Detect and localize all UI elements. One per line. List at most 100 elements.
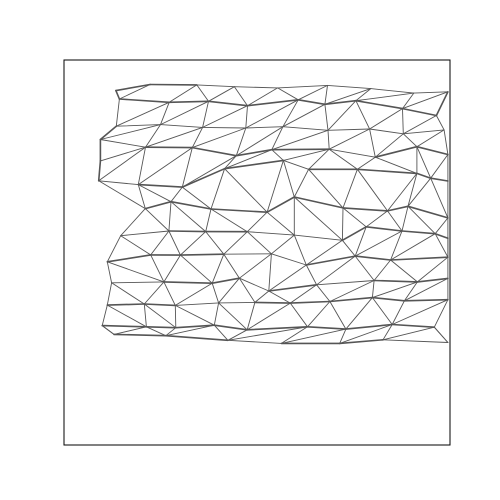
- mesh-edge: [160, 101, 170, 126]
- mesh-edge: [174, 304, 215, 326]
- mesh-edge: [282, 148, 330, 161]
- mesh-edge: [282, 159, 295, 198]
- mesh-edge: [137, 147, 193, 186]
- mesh-edge: [246, 231, 295, 236]
- mesh-edge: [403, 298, 449, 302]
- mesh-edge: [120, 230, 170, 237]
- mesh-edge: [211, 282, 220, 304]
- mesh-edge: [163, 281, 213, 285]
- mesh-edge: [391, 323, 436, 329]
- mesh-edge: [106, 254, 152, 263]
- mesh-edge: [227, 329, 248, 341]
- mesh-edge: [416, 146, 432, 179]
- mesh-edge: [280, 326, 308, 344]
- mesh-edge: [324, 88, 372, 105]
- mesh-edge: [293, 234, 343, 241]
- mesh-edge: [120, 208, 146, 237]
- mesh-edge: [137, 184, 172, 203]
- mesh-edge: [293, 168, 310, 198]
- mesh-edge: [355, 88, 372, 102]
- mesh-edge: [99, 124, 161, 140]
- mesh-edge: [329, 280, 375, 302]
- mesh-edge: [416, 172, 432, 179]
- mesh-edge: [416, 256, 449, 283]
- mesh-edge: [235, 126, 284, 157]
- mesh-edge: [345, 297, 373, 330]
- mesh-edge: [233, 86, 248, 107]
- mesh-edge: [282, 99, 299, 128]
- mesh-edge: [235, 148, 273, 157]
- mesh-edge: [434, 217, 449, 235]
- mesh-edge: [113, 326, 147, 335]
- mesh-edge: [174, 302, 220, 306]
- mesh-edge: [144, 200, 172, 210]
- mesh-edge: [246, 325, 309, 331]
- mesh-edge: [342, 207, 367, 228]
- mesh-edge: [382, 326, 435, 341]
- mesh-edge: [218, 277, 240, 304]
- mesh-edge: [98, 180, 146, 210]
- mesh-edge: [293, 196, 343, 241]
- mesh-edge: [355, 100, 371, 130]
- mesh-edge: [205, 208, 212, 233]
- mesh-edge: [402, 108, 404, 135]
- mesh-edge: [170, 186, 183, 203]
- mesh-edge: [99, 125, 118, 141]
- mesh-edge: [271, 149, 284, 161]
- mesh-edge: [297, 99, 326, 106]
- mesh-edge: [371, 280, 375, 299]
- mesh-edge: [391, 300, 405, 325]
- mesh-edge: [371, 297, 393, 325]
- mesh-edge: [407, 205, 436, 235]
- mesh-edge: [327, 84, 372, 90]
- mesh-edge: [308, 168, 344, 209]
- mesh-edge: [246, 302, 291, 331]
- mesh-edge: [293, 196, 344, 209]
- mesh-edge: [435, 115, 445, 131]
- mesh-edge: [339, 328, 347, 344]
- mesh-edge: [390, 259, 418, 283]
- mesh-edge: [145, 326, 167, 337]
- mesh-edge: [165, 327, 177, 337]
- mesh-edge: [390, 230, 403, 261]
- mesh-edge: [99, 146, 146, 162]
- mesh-edge: [356, 168, 388, 212]
- mesh-edge: [308, 148, 330, 170]
- mesh-edge: [170, 201, 207, 233]
- mesh-edge: [324, 84, 328, 105]
- mesh-edge: [297, 84, 328, 101]
- mesh-edge: [354, 230, 403, 257]
- mesh-edge: [168, 230, 181, 256]
- mesh-edges: [97, 83, 449, 345]
- mesh-edge: [402, 92, 415, 110]
- mesh-edge: [238, 277, 270, 292]
- mesh-edge: [402, 133, 418, 148]
- mesh-edge: [324, 99, 357, 106]
- mesh-edge: [382, 339, 449, 343]
- mesh-edge: [179, 253, 225, 256]
- mesh-edge: [416, 129, 445, 148]
- mesh-edge: [245, 126, 284, 129]
- mesh-edge: [365, 226, 403, 232]
- mesh-edge: [342, 207, 389, 212]
- mesh-edge: [168, 230, 207, 233]
- mesh-edge: [118, 98, 170, 104]
- mesh-edge: [305, 264, 318, 286]
- mesh-edge: [416, 145, 449, 156]
- mesh-edge: [371, 281, 418, 299]
- mesh-edge: [218, 301, 256, 304]
- mesh-edge: [168, 84, 198, 103]
- mesh-edge: [174, 282, 213, 306]
- mesh-edge: [143, 303, 177, 307]
- mesh-edge: [374, 156, 418, 174]
- mesh-edge: [266, 159, 284, 213]
- mesh-edge: [413, 91, 449, 94]
- mesh-edge: [277, 84, 328, 89]
- mesh-edge: [341, 239, 356, 257]
- mesh-edge: [181, 147, 193, 188]
- mesh-edge: [223, 231, 248, 255]
- mesh-edge: [266, 211, 295, 236]
- mesh-edge: [196, 84, 235, 88]
- mesh-edge: [238, 253, 272, 279]
- mesh-edge: [327, 100, 357, 131]
